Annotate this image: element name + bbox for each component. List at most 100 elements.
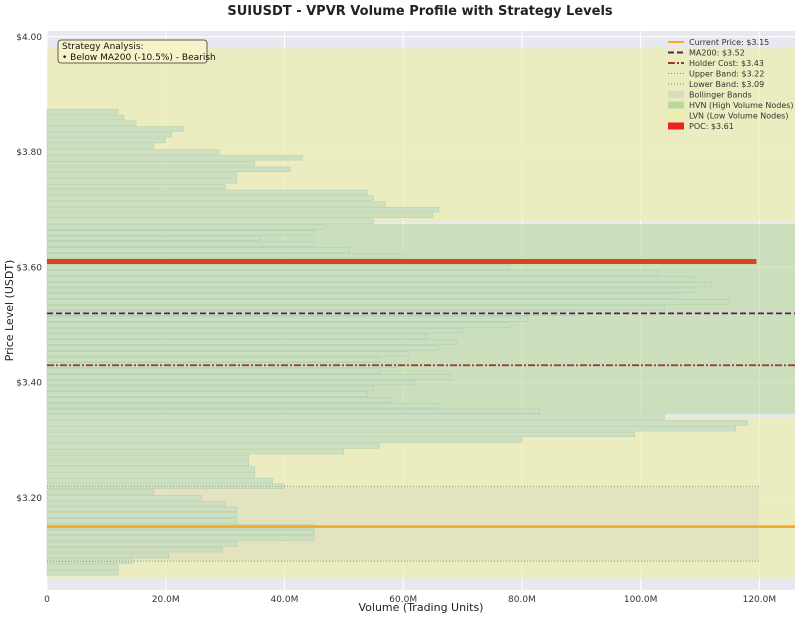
volume-bar bbox=[46, 437, 523, 443]
volume-bar bbox=[46, 276, 695, 282]
x-tick-label: 60.0M bbox=[389, 595, 417, 605]
volume-bar bbox=[46, 132, 172, 138]
volume-bar bbox=[46, 408, 540, 414]
volume-bar bbox=[46, 241, 315, 247]
volume-bar bbox=[46, 454, 250, 461]
volume-bar bbox=[46, 552, 169, 559]
strategy-levels bbox=[47, 259, 795, 562]
legend-label: Bollinger Bands bbox=[689, 91, 752, 100]
volume-bar bbox=[46, 426, 736, 432]
annotation-title: Strategy Analysis: bbox=[62, 42, 144, 52]
volume-bar bbox=[46, 305, 665, 311]
volume-bar bbox=[46, 114, 125, 121]
legend-label: Current Price: $3.15 bbox=[689, 38, 769, 47]
volume-bar bbox=[46, 397, 392, 403]
x-tick-label: 20.0M bbox=[152, 595, 180, 605]
volume-bar bbox=[46, 449, 345, 455]
volume-bar bbox=[46, 379, 416, 386]
volume-bar bbox=[46, 328, 463, 334]
volume-bar bbox=[46, 547, 223, 553]
x-tick-label: 100.0M bbox=[624, 595, 658, 605]
y-axis-ticks: $3.20 $3.40 $3.60 $3.80 $4.00 bbox=[16, 33, 42, 504]
volume-bar bbox=[46, 126, 184, 132]
volume-bar bbox=[46, 264, 511, 270]
volume-bar bbox=[46, 541, 238, 547]
volume-bar bbox=[46, 351, 410, 357]
y-axis-label: Price Level (USDT) bbox=[3, 260, 16, 362]
volume-bar bbox=[46, 183, 226, 190]
volume-bar bbox=[46, 224, 327, 230]
volume-bar bbox=[46, 235, 261, 242]
legend-label: POC: $3.61 bbox=[689, 122, 734, 131]
volume-bar bbox=[46, 368, 380, 374]
x-axis-label: Volume (Trading Units) bbox=[359, 601, 484, 614]
volume-bar bbox=[46, 420, 748, 426]
annotation-line: • Below MA200 (-10.5%) - Bearish bbox=[62, 53, 216, 63]
volume-bar bbox=[46, 391, 368, 397]
volume-bar bbox=[46, 149, 220, 155]
volume-bar bbox=[46, 253, 404, 259]
legend-label: HVN (High Volume Nodes) bbox=[689, 101, 794, 110]
y-tick-label: $4.00 bbox=[16, 33, 42, 43]
poc-bar bbox=[47, 259, 757, 265]
strategy-annotation: Strategy Analysis: • Below MA200 (-10.5%… bbox=[57, 39, 216, 64]
legend-label: MA200: $3.52 bbox=[689, 49, 745, 58]
volume-bar bbox=[46, 356, 380, 363]
volume-bar bbox=[46, 322, 511, 328]
volume-bar bbox=[46, 218, 374, 224]
volume-bar bbox=[46, 109, 119, 115]
chart-title: SUIUSDT - VPVR Volume Profile with Strat… bbox=[227, 4, 613, 19]
volume-bar bbox=[46, 166, 291, 172]
volume-bar bbox=[46, 189, 368, 195]
volume-bar bbox=[46, 512, 238, 518]
volume-bar bbox=[46, 535, 315, 541]
volume-bar bbox=[46, 385, 374, 391]
volume-bar bbox=[46, 160, 256, 167]
x-tick-label: 80.0M bbox=[508, 595, 536, 605]
volume-bar bbox=[46, 299, 730, 305]
volume-bar bbox=[46, 247, 351, 253]
volume-bar bbox=[46, 172, 238, 178]
legend-label: Lower Band: $3.09 bbox=[689, 80, 764, 89]
volume-bar bbox=[46, 143, 155, 149]
volume-bar bbox=[46, 374, 451, 380]
volume-bar bbox=[46, 460, 250, 466]
volume-bar bbox=[46, 333, 428, 340]
legend-label: LVN (Low Volume Nodes) bbox=[689, 112, 788, 121]
volume-bar bbox=[46, 281, 713, 288]
legend-swatch bbox=[668, 112, 684, 119]
volume-bar bbox=[46, 472, 256, 478]
volume-bar bbox=[46, 293, 677, 299]
volume-bar bbox=[46, 570, 119, 576]
volume-bar bbox=[46, 489, 155, 495]
volume-bar bbox=[46, 120, 137, 126]
x-tick-label: 120.0M bbox=[743, 595, 777, 605]
volume-bar bbox=[46, 518, 238, 524]
legend-swatch bbox=[668, 91, 684, 98]
volume-bar bbox=[46, 443, 380, 449]
y-tick-label: $3.40 bbox=[16, 379, 42, 389]
volume-bar bbox=[46, 207, 440, 213]
volume-bar bbox=[46, 564, 119, 570]
volume-bar bbox=[46, 270, 659, 276]
volume-bar bbox=[46, 345, 440, 351]
legend-label: Holder Cost: $3.43 bbox=[689, 59, 764, 68]
volume-bar bbox=[46, 195, 374, 201]
volume-bar bbox=[46, 287, 695, 293]
volume-bar bbox=[46, 431, 635, 438]
x-tick-label: 0 bbox=[44, 595, 50, 605]
volume-bar bbox=[46, 155, 303, 161]
y-tick-label: $3.80 bbox=[16, 148, 42, 158]
x-tick-label: 40.0M bbox=[271, 595, 299, 605]
annotation-box bbox=[57, 39, 208, 64]
volume-bar bbox=[46, 212, 434, 219]
legend-label: Upper Band: $3.22 bbox=[689, 70, 764, 79]
volume-bar bbox=[46, 506, 238, 512]
volume-bar bbox=[46, 495, 202, 501]
volume-bar bbox=[46, 414, 665, 420]
volume-bar bbox=[46, 316, 529, 322]
volume-bar bbox=[46, 529, 315, 535]
volume-bar bbox=[46, 477, 273, 484]
